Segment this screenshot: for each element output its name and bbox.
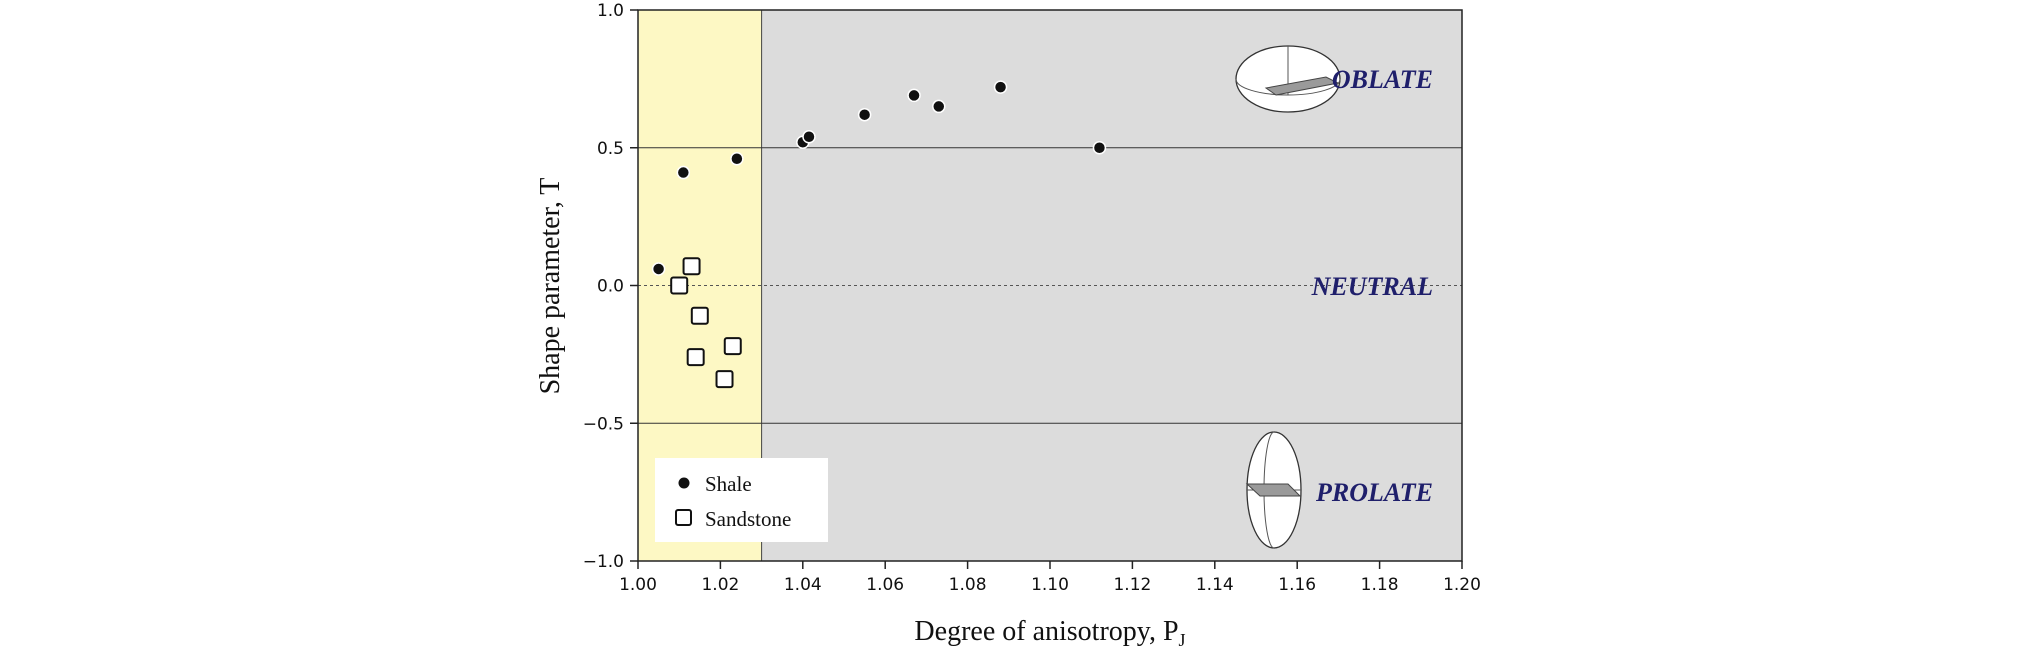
sandstone-point <box>682 257 701 276</box>
prolate-ellipsoid-icon <box>1245 431 1302 549</box>
shale-point <box>932 99 946 114</box>
shale-point <box>857 107 872 122</box>
legend-sandstone-label: Sandstone <box>705 507 791 531</box>
shale-point <box>802 129 816 144</box>
shale-point <box>993 80 1008 94</box>
marks-layer <box>651 80 1107 389</box>
x-tick-label: 1.08 <box>949 575 987 595</box>
shale-point <box>907 88 921 103</box>
sandstone-point <box>690 306 709 325</box>
x-tick-label: 1.02 <box>701 575 739 595</box>
sandstone-point <box>715 370 734 389</box>
y-tick-label: 0.5 <box>597 139 624 159</box>
x-tick-label: 1.04 <box>784 575 822 595</box>
legend-shale-marker <box>678 477 690 489</box>
zone-label-prolate: PROLATE <box>1315 478 1433 507</box>
x-tick-label: 1.20 <box>1443 575 1481 595</box>
y-axis-title: Shape parameter, T <box>535 178 566 395</box>
x-axis-title-main: Degree of anisotropy, P <box>914 616 1178 647</box>
shale-point <box>651 262 666 276</box>
sandstone-point <box>686 348 705 367</box>
sandstone-point <box>723 337 742 356</box>
y-tick-label: 0.0 <box>597 277 624 297</box>
axis-layer: 1.00 1.02 1.04 1.06 1.08 1.10 1.12 1.14 1.16 1.18… <box>583 1 1481 595</box>
zone-label-neutral: NEUTRAL <box>1311 272 1433 301</box>
sandstone-point <box>670 276 689 295</box>
grid-layer <box>638 147 1462 424</box>
x-axis-title-subscript: J <box>1179 630 1186 648</box>
y-tick-label: −0.5 <box>583 414 624 434</box>
x-axis-title: Degree of anisotropy, PJ <box>914 616 1185 648</box>
legend-box <box>655 458 828 542</box>
x-tick-label: 1.06 <box>866 575 904 595</box>
shale-point <box>1092 141 1107 155</box>
x-tick-label: 1.16 <box>1278 575 1316 595</box>
oblate-ellipsoid-icon <box>1235 45 1341 113</box>
ellipsoid-glyph-layer <box>1235 45 1341 549</box>
x-tick-label: 1.18 <box>1361 575 1399 595</box>
shale-point <box>730 152 744 166</box>
legend-sandstone-marker <box>675 509 692 526</box>
y-tick-label: 1.0 <box>597 1 624 21</box>
legend-shale-label: Shale <box>705 472 752 496</box>
legend: Shale Sandstone <box>655 458 828 542</box>
shale-point <box>676 165 691 180</box>
x-tick-label: 1.10 <box>1031 575 1069 595</box>
x-tick-label: 1.14 <box>1196 575 1234 595</box>
zone-label-oblate: OBLATE <box>1332 65 1433 94</box>
x-tick-label: 1.00 <box>619 575 657 595</box>
y-tick-label: −1.0 <box>583 552 624 572</box>
x-tick-label: 1.12 <box>1113 575 1151 595</box>
